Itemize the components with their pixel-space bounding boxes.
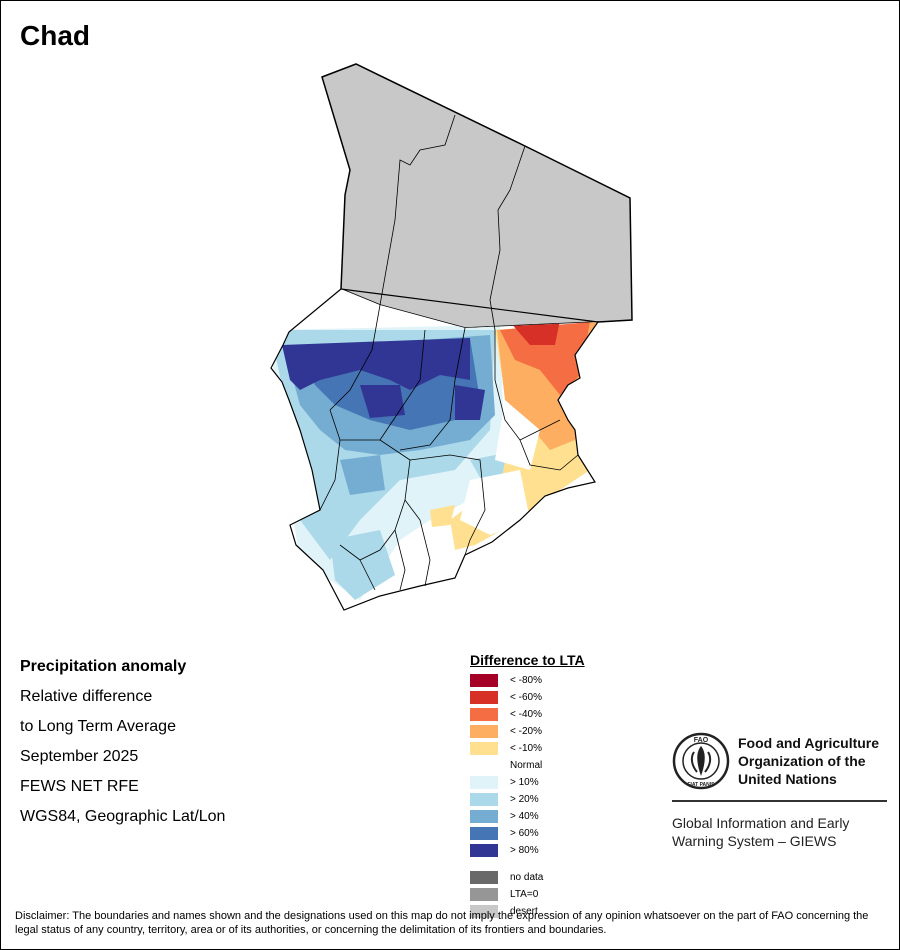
fao-organization-name: Food and Agriculture Organization of the… [738, 734, 879, 788]
info-source: FEWS NET RFE [20, 778, 139, 795]
legend-label: > 80% [510, 845, 539, 856]
legend-label: Normal [510, 760, 543, 771]
legend-title: Difference to LTA [470, 652, 585, 668]
legend-swatch [470, 871, 498, 884]
legend-label: < -10% [510, 743, 542, 754]
legend-swatch [470, 691, 498, 704]
chad-precipitation-map [270, 63, 633, 611]
info-projection: WGS84, Geographic Lat/Lon [20, 808, 226, 825]
legend-label: < -20% [510, 726, 542, 737]
desert-area [321, 63, 633, 329]
legend-swatch [470, 827, 498, 840]
legend-item: LTA=0 [470, 886, 585, 903]
giews-line: Global Information and Early [672, 815, 850, 831]
legend-item: > 20% [470, 791, 585, 808]
legend-label: < -80% [510, 675, 542, 686]
legend-item: desert [470, 903, 585, 920]
map-title: Chad [20, 20, 90, 51]
fao-name-line: Food and Agriculture [738, 735, 880, 751]
legend-swatch [470, 793, 498, 806]
fao-name-line: Organization of the [738, 753, 866, 769]
legend-swatch [470, 888, 498, 901]
legend-swatch [470, 742, 498, 755]
fao-name-line: United Nations [738, 771, 837, 787]
map-info: Precipitation anomaly Relative differenc… [20, 656, 225, 836]
legend-label: > 20% [510, 794, 539, 805]
anomaly-fill [271, 320, 598, 600]
info-period: September 2025 [20, 748, 139, 765]
legend-label: < -40% [510, 709, 542, 720]
legend-item: Normal [470, 757, 585, 774]
info-variable: Precipitation anomaly [20, 658, 187, 675]
legend-item: > 80% [470, 842, 585, 859]
legend-item: < -20% [470, 723, 585, 740]
legend-item: > 10% [470, 774, 585, 791]
legend-swatch [470, 844, 498, 857]
fao-logo-motto: FIAT PANIS [687, 782, 715, 788]
legend: Difference to LTA < -80% < -60% < -40% <… [470, 652, 585, 920]
legend-swatch [470, 905, 498, 918]
legend-label: > 10% [510, 777, 539, 788]
legend-swatch [470, 674, 498, 687]
legend-item: no data [470, 869, 585, 886]
legend-swatch [470, 708, 498, 721]
info-description-1: Relative difference [20, 688, 153, 705]
fao-divider [672, 800, 887, 802]
legend-item: > 60% [470, 825, 585, 842]
legend-label: > 40% [510, 811, 539, 822]
fao-logo: FAO FIAT PANIS [672, 732, 730, 790]
legend-swatch [470, 810, 498, 823]
fao-logo-text: FAO [694, 737, 709, 744]
legend-items: < -80% < -60% < -40% < -20% < -10% Norma… [470, 672, 585, 859]
legend-item: > 40% [470, 808, 585, 825]
legend-label: desert [510, 906, 538, 917]
legend-item: < -10% [470, 740, 585, 757]
legend-item: < -40% [470, 706, 585, 723]
giews-line: Warning System – GIEWS [672, 833, 837, 849]
giews-name: Global Information and Early Warning Sys… [672, 814, 849, 850]
legend-swatch [470, 759, 498, 772]
legend-label: > 60% [510, 828, 539, 839]
legend-extra-items: no data LTA=0 desert [470, 869, 585, 920]
chad-border-south [270, 288, 600, 611]
admin-boundaries [319, 114, 579, 591]
legend-item: < -60% [470, 689, 585, 706]
legend-label: < -60% [510, 692, 542, 703]
legend-label: LTA=0 [510, 889, 539, 900]
disclaimer: Disclaimer: The boundaries and names sho… [15, 910, 869, 936]
legend-swatch [470, 776, 498, 789]
legend-label: no data [510, 872, 544, 883]
info-description-2: to Long Term Average [20, 718, 176, 735]
legend-swatch [470, 725, 498, 738]
legend-item: < -80% [470, 672, 585, 689]
